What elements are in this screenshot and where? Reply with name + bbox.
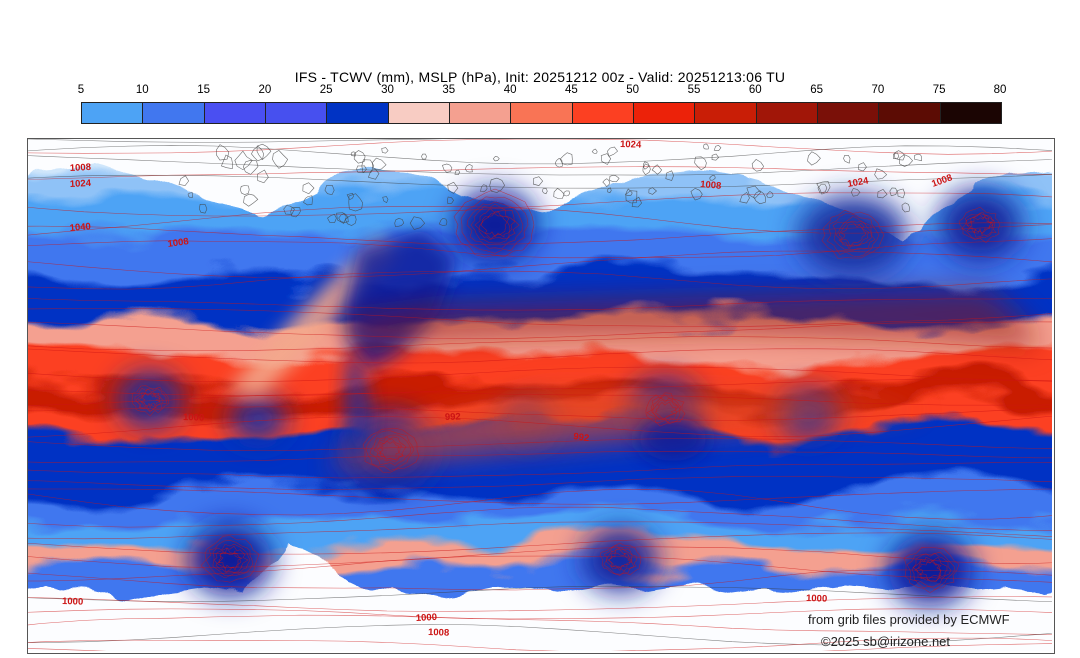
svg-text:1000: 1000: [183, 412, 205, 424]
svg-text:1008: 1008: [700, 179, 722, 192]
svg-text:1000: 1000: [416, 612, 438, 624]
svg-text:992: 992: [445, 411, 461, 423]
svg-text:1000: 1000: [62, 596, 84, 608]
svg-text:1008: 1008: [70, 162, 92, 174]
svg-text:1024: 1024: [620, 139, 642, 151]
svg-text:1040: 1040: [69, 221, 91, 234]
svg-text:1008: 1008: [428, 627, 450, 639]
svg-text:1024: 1024: [70, 178, 92, 190]
svg-text:1000: 1000: [806, 593, 828, 605]
svg-text:992: 992: [573, 431, 590, 444]
